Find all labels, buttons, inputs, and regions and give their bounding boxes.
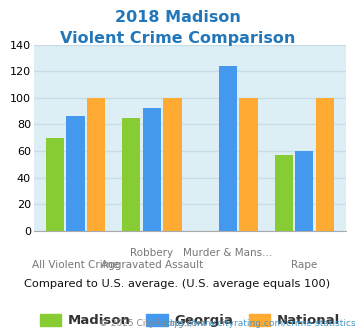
Text: Compared to U.S. average. (U.S. average equals 100): Compared to U.S. average. (U.S. average … — [24, 279, 331, 289]
Text: Murder & Mans...: Murder & Mans... — [184, 248, 273, 258]
Bar — [46, 138, 64, 231]
Text: Violent Crime Comparison: Violent Crime Comparison — [60, 31, 295, 46]
Bar — [143, 109, 161, 231]
Bar — [219, 66, 237, 231]
Text: Rape: Rape — [291, 260, 317, 270]
Legend: Madison, Georgia, National: Madison, Georgia, National — [35, 309, 345, 330]
Text: 2018 Madison: 2018 Madison — [115, 10, 240, 25]
Bar — [295, 151, 313, 231]
Bar — [163, 98, 181, 231]
Bar — [240, 98, 258, 231]
Text: © 2025 CityRating.com -: © 2025 CityRating.com - — [99, 319, 215, 328]
Bar — [66, 116, 85, 231]
Bar — [87, 98, 105, 231]
Bar — [274, 155, 293, 231]
Text: Aggravated Assault: Aggravated Assault — [101, 260, 203, 270]
Text: Robbery: Robbery — [130, 248, 173, 258]
Bar — [316, 98, 334, 231]
Text: https://www.cityrating.com/crime-statistics/: https://www.cityrating.com/crime-statist… — [162, 319, 355, 328]
Text: All Violent Crime: All Violent Crime — [32, 260, 119, 270]
Bar — [122, 118, 140, 231]
